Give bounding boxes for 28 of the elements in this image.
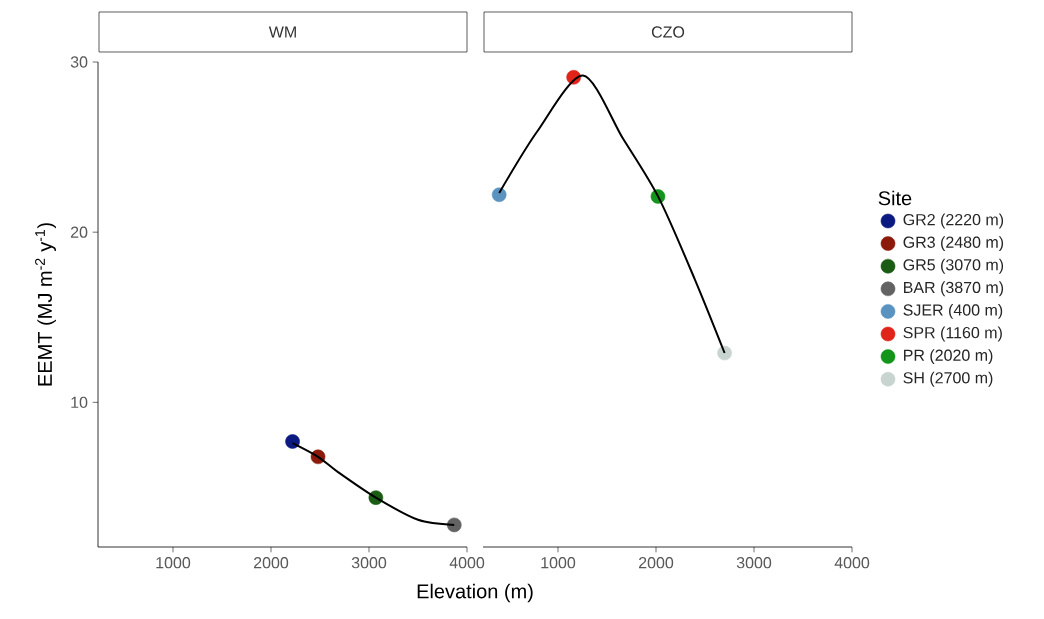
chart-title: WM [268, 26, 296, 38]
legend-label: SJER (400 m) [903, 303, 1003, 319]
x-tick-label: 4000 [449, 557, 485, 569]
legend-label: PR (2020 m) [904, 349, 993, 365]
x-tick-label: 3000 [351, 557, 387, 569]
x-tick-label: 4000 [834, 557, 870, 569]
point [285, 434, 300, 449]
legend-label: SH (2700 m) [903, 371, 993, 387]
legend-title: Site [878, 190, 912, 206]
legend-label: GR5 (3070 m) [903, 258, 1004, 274]
x-tick-label: 1000 [156, 557, 191, 569]
point [491, 187, 507, 203]
y-tick-label: 20 [70, 226, 88, 238]
x-tick-label: 2000 [253, 557, 289, 569]
y-axis-title: EEMT (MJ m$^{-2}$ y$^{-1}$) [35, 223, 56, 386]
legend-label: GR2 (2220 m) [903, 213, 1004, 229]
x-tick-label: 3000 [736, 557, 772, 569]
x-axis-title: Elevation (m) [417, 583, 533, 603]
legend-label: GR3 (2480 m) [903, 236, 1004, 252]
legend-label: BAR (3870 m) [904, 281, 1004, 297]
y-tick-label: 30 [70, 56, 88, 68]
legend-label: SPR (1160 m) [903, 326, 1002, 342]
x-tick-label: 2000 [638, 557, 674, 569]
point [717, 345, 732, 361]
y-tick-label: 10 [71, 396, 88, 409]
x-tick-label: 1000 [541, 557, 576, 569]
chart-title: CZO [651, 26, 685, 38]
point [447, 517, 462, 533]
